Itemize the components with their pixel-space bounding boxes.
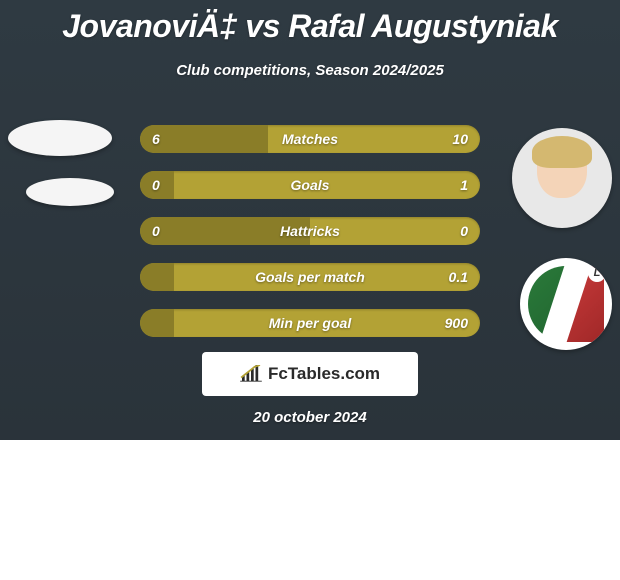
watermark-text: FcTables.com — [268, 364, 380, 384]
stat-bar: 6Matches10 — [140, 125, 480, 153]
stat-label: Goals — [140, 171, 480, 199]
compare-bars: 6Matches100Goals10Hattricks0Goals per ma… — [140, 125, 480, 355]
subtitle: Club competitions, Season 2024/2025 — [0, 62, 620, 79]
stat-bar: 0Hattricks0 — [140, 217, 480, 245]
stat-bar: Min per goal900 — [140, 309, 480, 337]
stat-right-value: 900 — [445, 309, 468, 337]
stat-bar: 0Goals1 — [140, 171, 480, 199]
stat-label: Goals per match — [140, 263, 480, 291]
avatar-left-1 — [8, 120, 112, 156]
avatar-left-2 — [26, 178, 114, 206]
stat-label: Hattricks — [140, 217, 480, 245]
stat-label: Matches — [140, 125, 480, 153]
avatar-right — [512, 128, 612, 228]
club-badge-letter: L — [588, 264, 606, 282]
stat-right-value: 10 — [452, 125, 468, 153]
stat-right-value: 0 — [460, 217, 468, 245]
stat-bar: Goals per match0.1 — [140, 263, 480, 291]
page-title: JovanoviÄ‡ vs Rafal Augustyniak — [0, 8, 620, 45]
stat-right-value: 1 — [460, 171, 468, 199]
watermark: FcTables.com — [202, 352, 418, 396]
footer-date: 20 october 2024 — [0, 409, 620, 426]
stat-right-value: 0.1 — [449, 263, 468, 291]
stat-label: Min per goal — [140, 309, 480, 337]
club-badge: L — [520, 258, 612, 350]
chart-icon — [240, 365, 262, 383]
